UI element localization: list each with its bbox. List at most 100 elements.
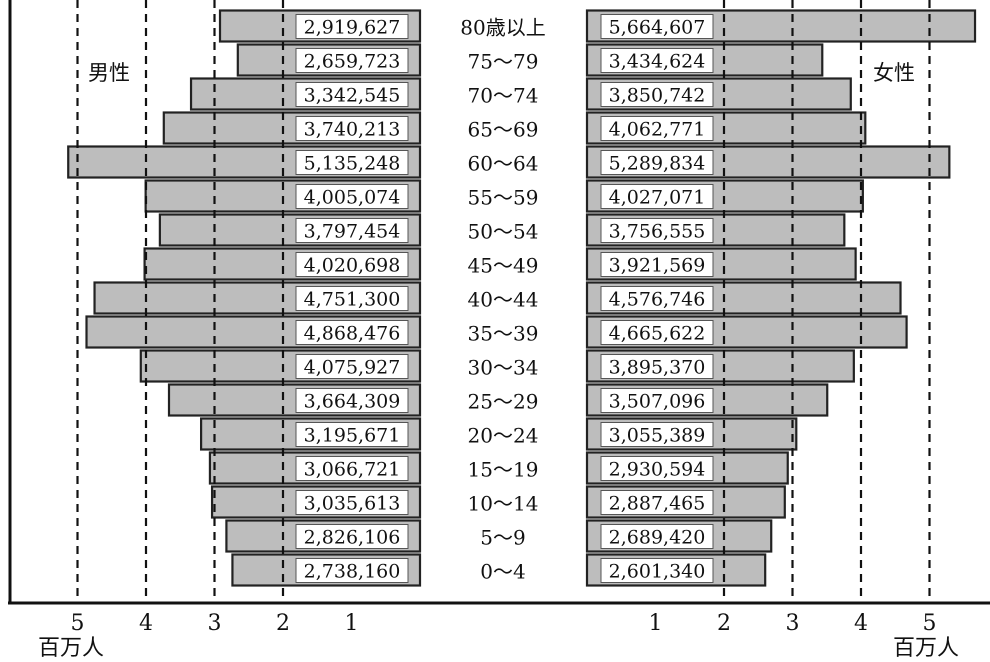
age-group-label: 15〜19 <box>468 458 539 482</box>
age-group-label: 70〜74 <box>468 84 539 108</box>
female-value-box <box>600 150 714 175</box>
age-group-label: 5〜9 <box>480 526 525 550</box>
female-value-box <box>600 252 714 277</box>
male-value-label: 4,005,074 <box>304 187 401 209</box>
female-value-box <box>600 558 714 583</box>
female-value-label: 3,434,624 <box>609 51 706 73</box>
male-value-box <box>295 48 409 73</box>
female-value-box <box>600 422 714 447</box>
male-legend: 男性 <box>88 61 130 85</box>
male-value-box <box>295 82 409 107</box>
age-group-label: 65〜69 <box>468 118 539 142</box>
female-value-box <box>600 14 714 39</box>
age-group-label: 60〜64 <box>468 152 539 176</box>
male-tick-label: 4 <box>139 611 153 636</box>
male-value-box <box>295 286 409 311</box>
age-group-label: 20〜24 <box>468 424 539 448</box>
x-unit-left: 百万人 <box>38 636 104 661</box>
male-value-label: 2,738,160 <box>304 561 401 583</box>
female-value-box <box>600 82 714 107</box>
x-unit-right: 百万人 <box>893 636 959 661</box>
female-value-box <box>600 218 714 243</box>
female-value-label: 4,027,071 <box>609 187 706 209</box>
age-group-label: 30〜34 <box>468 356 539 380</box>
age-group-label: 50〜54 <box>468 220 539 244</box>
male-tick-label: 1 <box>345 611 359 636</box>
male-value-box <box>295 524 409 549</box>
female-value-box <box>600 490 714 515</box>
age-group-label: 55〜59 <box>468 186 539 210</box>
male-value-box <box>295 116 409 141</box>
male-value-box <box>295 252 409 277</box>
female-value-label: 2,689,420 <box>609 527 706 549</box>
male-tick-label: 5 <box>71 611 85 636</box>
male-value-box <box>295 150 409 175</box>
male-tick-label: 2 <box>276 611 290 636</box>
male-value-label: 3,195,671 <box>304 425 401 447</box>
male-value-box <box>295 490 409 515</box>
age-group-label: 10〜14 <box>468 492 539 516</box>
female-tick-label: 2 <box>717 611 731 636</box>
age-group-label: 80歳以上 <box>460 16 545 40</box>
female-value-box <box>600 320 714 345</box>
male-tick-label: 3 <box>208 611 222 636</box>
male-value-box <box>295 558 409 583</box>
male-value-label: 4,868,476 <box>304 323 401 345</box>
male-value-box <box>295 184 409 209</box>
male-value-box <box>295 320 409 345</box>
female-value-label: 3,055,389 <box>609 425 706 447</box>
female-tick-label: 1 <box>649 611 663 636</box>
female-value-box <box>600 456 714 481</box>
male-value-box <box>295 218 409 243</box>
female-value-box <box>600 184 714 209</box>
age-group-label: 75〜79 <box>468 50 539 74</box>
male-value-box <box>295 422 409 447</box>
female-value-label: 3,921,569 <box>609 255 706 277</box>
age-group-label: 40〜44 <box>468 288 539 312</box>
female-value-label: 3,756,555 <box>609 221 706 243</box>
female-value-box <box>600 48 714 73</box>
age-labels: 80歳以上 75〜79 70〜74 65〜69 60〜64 55〜59 50〜54 45〜49… <box>460 16 545 584</box>
female-value-label: 5,664,607 <box>609 17 706 39</box>
male-value-label: 4,075,927 <box>304 357 401 379</box>
female-value-label: 4,665,622 <box>609 323 706 345</box>
male-value-box <box>295 354 409 379</box>
frame <box>8 0 990 605</box>
female-tick-label: 4 <box>854 611 868 636</box>
value-labels: 2,919,627 5,664,607 2,659,723 3,434,624 3,34… <box>295 14 714 583</box>
male-value-label: 3,740,213 <box>304 119 401 141</box>
age-group-label: 0〜4 <box>480 560 525 584</box>
female-value-label: 2,887,465 <box>609 493 706 515</box>
male-value-box <box>295 388 409 413</box>
female-value-label: 2,930,594 <box>609 459 706 481</box>
male-value-label: 4,751,300 <box>304 289 401 311</box>
female-tick-label: 5 <box>923 611 937 636</box>
male-value-label: 3,664,309 <box>304 391 401 413</box>
male-value-label: 2,659,723 <box>304 51 401 73</box>
male-value-label: 4,020,698 <box>304 255 401 277</box>
female-value-label: 5,289,834 <box>609 153 706 175</box>
female-value-label: 4,062,771 <box>609 119 706 141</box>
male-value-label: 3,342,545 <box>304 85 401 107</box>
x-axis: 1 1 2 2 3 3 4 4 5 5 <box>71 611 937 636</box>
female-legend: 女性 <box>873 61 915 85</box>
female-value-label: 3,850,742 <box>609 85 706 107</box>
male-value-label: 2,826,106 <box>304 527 401 549</box>
female-value-box <box>600 354 714 379</box>
age-group-label: 35〜39 <box>468 322 539 346</box>
female-value-box <box>600 116 714 141</box>
male-value-label: 2,919,627 <box>304 17 401 39</box>
male-value-label: 3,797,454 <box>304 221 401 243</box>
male-value-box <box>295 456 409 481</box>
age-group-label: 25〜29 <box>468 390 539 414</box>
male-value-label: 5,135,248 <box>304 153 401 175</box>
female-value-box <box>600 388 714 413</box>
male-value-label: 3,035,613 <box>304 493 401 515</box>
female-value-label: 3,507,096 <box>609 391 706 413</box>
male-value-label: 3,066,721 <box>304 459 401 481</box>
gridlines <box>76 0 931 602</box>
female-value-label: 2,601,340 <box>609 561 706 583</box>
female-value-label: 3,895,370 <box>609 357 706 379</box>
male-value-box <box>295 14 409 39</box>
